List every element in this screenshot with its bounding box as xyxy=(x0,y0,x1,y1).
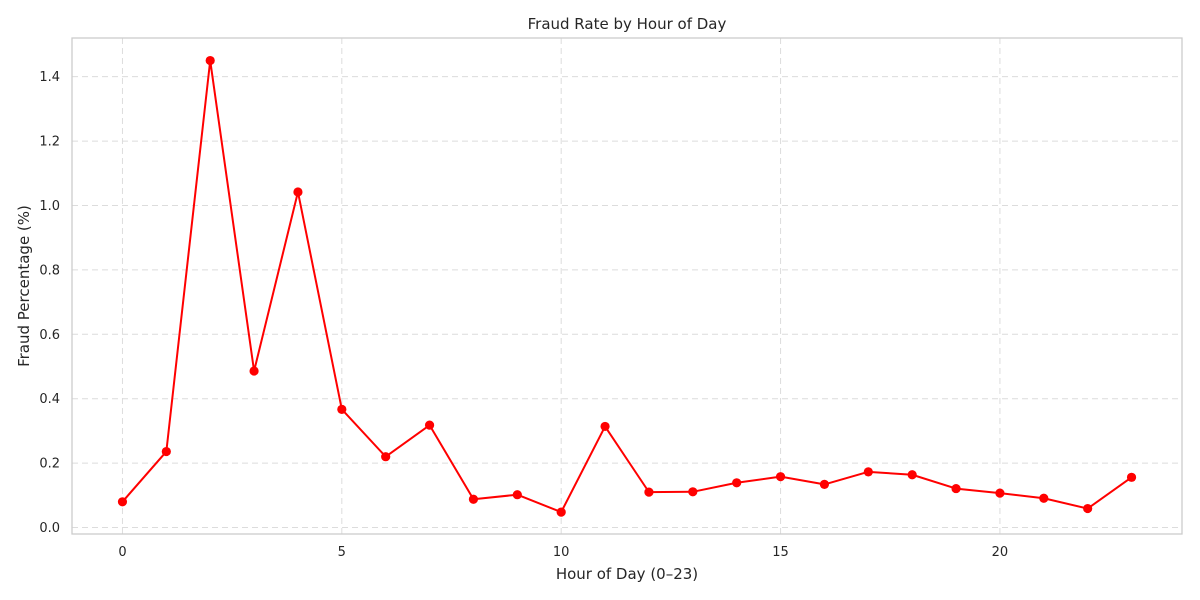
data-point-hour-8 xyxy=(468,494,479,504)
data-point-hour-9 xyxy=(512,490,522,500)
data-point-hour-10 xyxy=(556,507,566,517)
data-point-hour-18 xyxy=(907,470,917,480)
data-point-hour-20 xyxy=(995,488,1005,498)
data-point-hour-7 xyxy=(424,420,435,430)
data-point-hour-15 xyxy=(775,472,786,482)
tick-labels: 0 5 10 15 20 0.0 0.2 0.4 0.6 0.8 1.0 1.2 1.4 xyxy=(39,70,1008,560)
data-point-hour-3 xyxy=(249,366,259,376)
x-tick-label: 20 xyxy=(992,545,1009,560)
chart-title: Fraud Rate by Hour of Day xyxy=(528,15,727,33)
data-point-hour-12 xyxy=(644,487,654,497)
plot-area-frame xyxy=(71,37,1183,535)
data-point-hour-14 xyxy=(732,478,742,488)
data-point-hour-19 xyxy=(951,483,961,494)
data-point-hour-13 xyxy=(688,487,698,497)
grid xyxy=(72,38,1182,534)
data-point-hour-5 xyxy=(337,404,347,414)
data-point-hour-1 xyxy=(161,446,171,457)
series-layer xyxy=(117,55,1137,517)
x-tick-label: 10 xyxy=(553,545,570,560)
data-point-hour-21 xyxy=(1039,493,1049,503)
y-tick-label: 1.4 xyxy=(39,70,60,85)
data-point-hour-17 xyxy=(863,467,873,477)
y-tick-label: 0.0 xyxy=(39,521,60,536)
data-point-hour-4 xyxy=(293,187,303,197)
x-tick-label: 15 xyxy=(772,545,789,560)
y-tick-label: 0.6 xyxy=(39,328,60,343)
y-tick-label: 1.2 xyxy=(39,135,60,150)
y-tick-label: 0.2 xyxy=(39,457,60,472)
x-tick-label: 0 xyxy=(118,545,126,560)
data-point-hour-11 xyxy=(600,421,610,432)
data-point-hour-2 xyxy=(205,55,215,66)
y-axis-label: Fraud Percentage (%) xyxy=(15,205,33,367)
data-point-hour-6 xyxy=(381,452,391,462)
fraud-rate-line xyxy=(121,59,1133,514)
data-point-hour-23 xyxy=(1126,472,1137,482)
y-tick-label: 0.8 xyxy=(39,263,60,278)
x-axis-label: Hour of Day (0–23) xyxy=(556,565,698,583)
data-point-hour-22 xyxy=(1083,503,1093,514)
y-tick-label: 0.4 xyxy=(39,392,60,407)
data-point-hour-16 xyxy=(819,479,830,489)
x-tick-label: 5 xyxy=(338,545,346,560)
data-point-hour-0 xyxy=(117,497,128,507)
y-tick-label: 1.0 xyxy=(39,199,60,214)
